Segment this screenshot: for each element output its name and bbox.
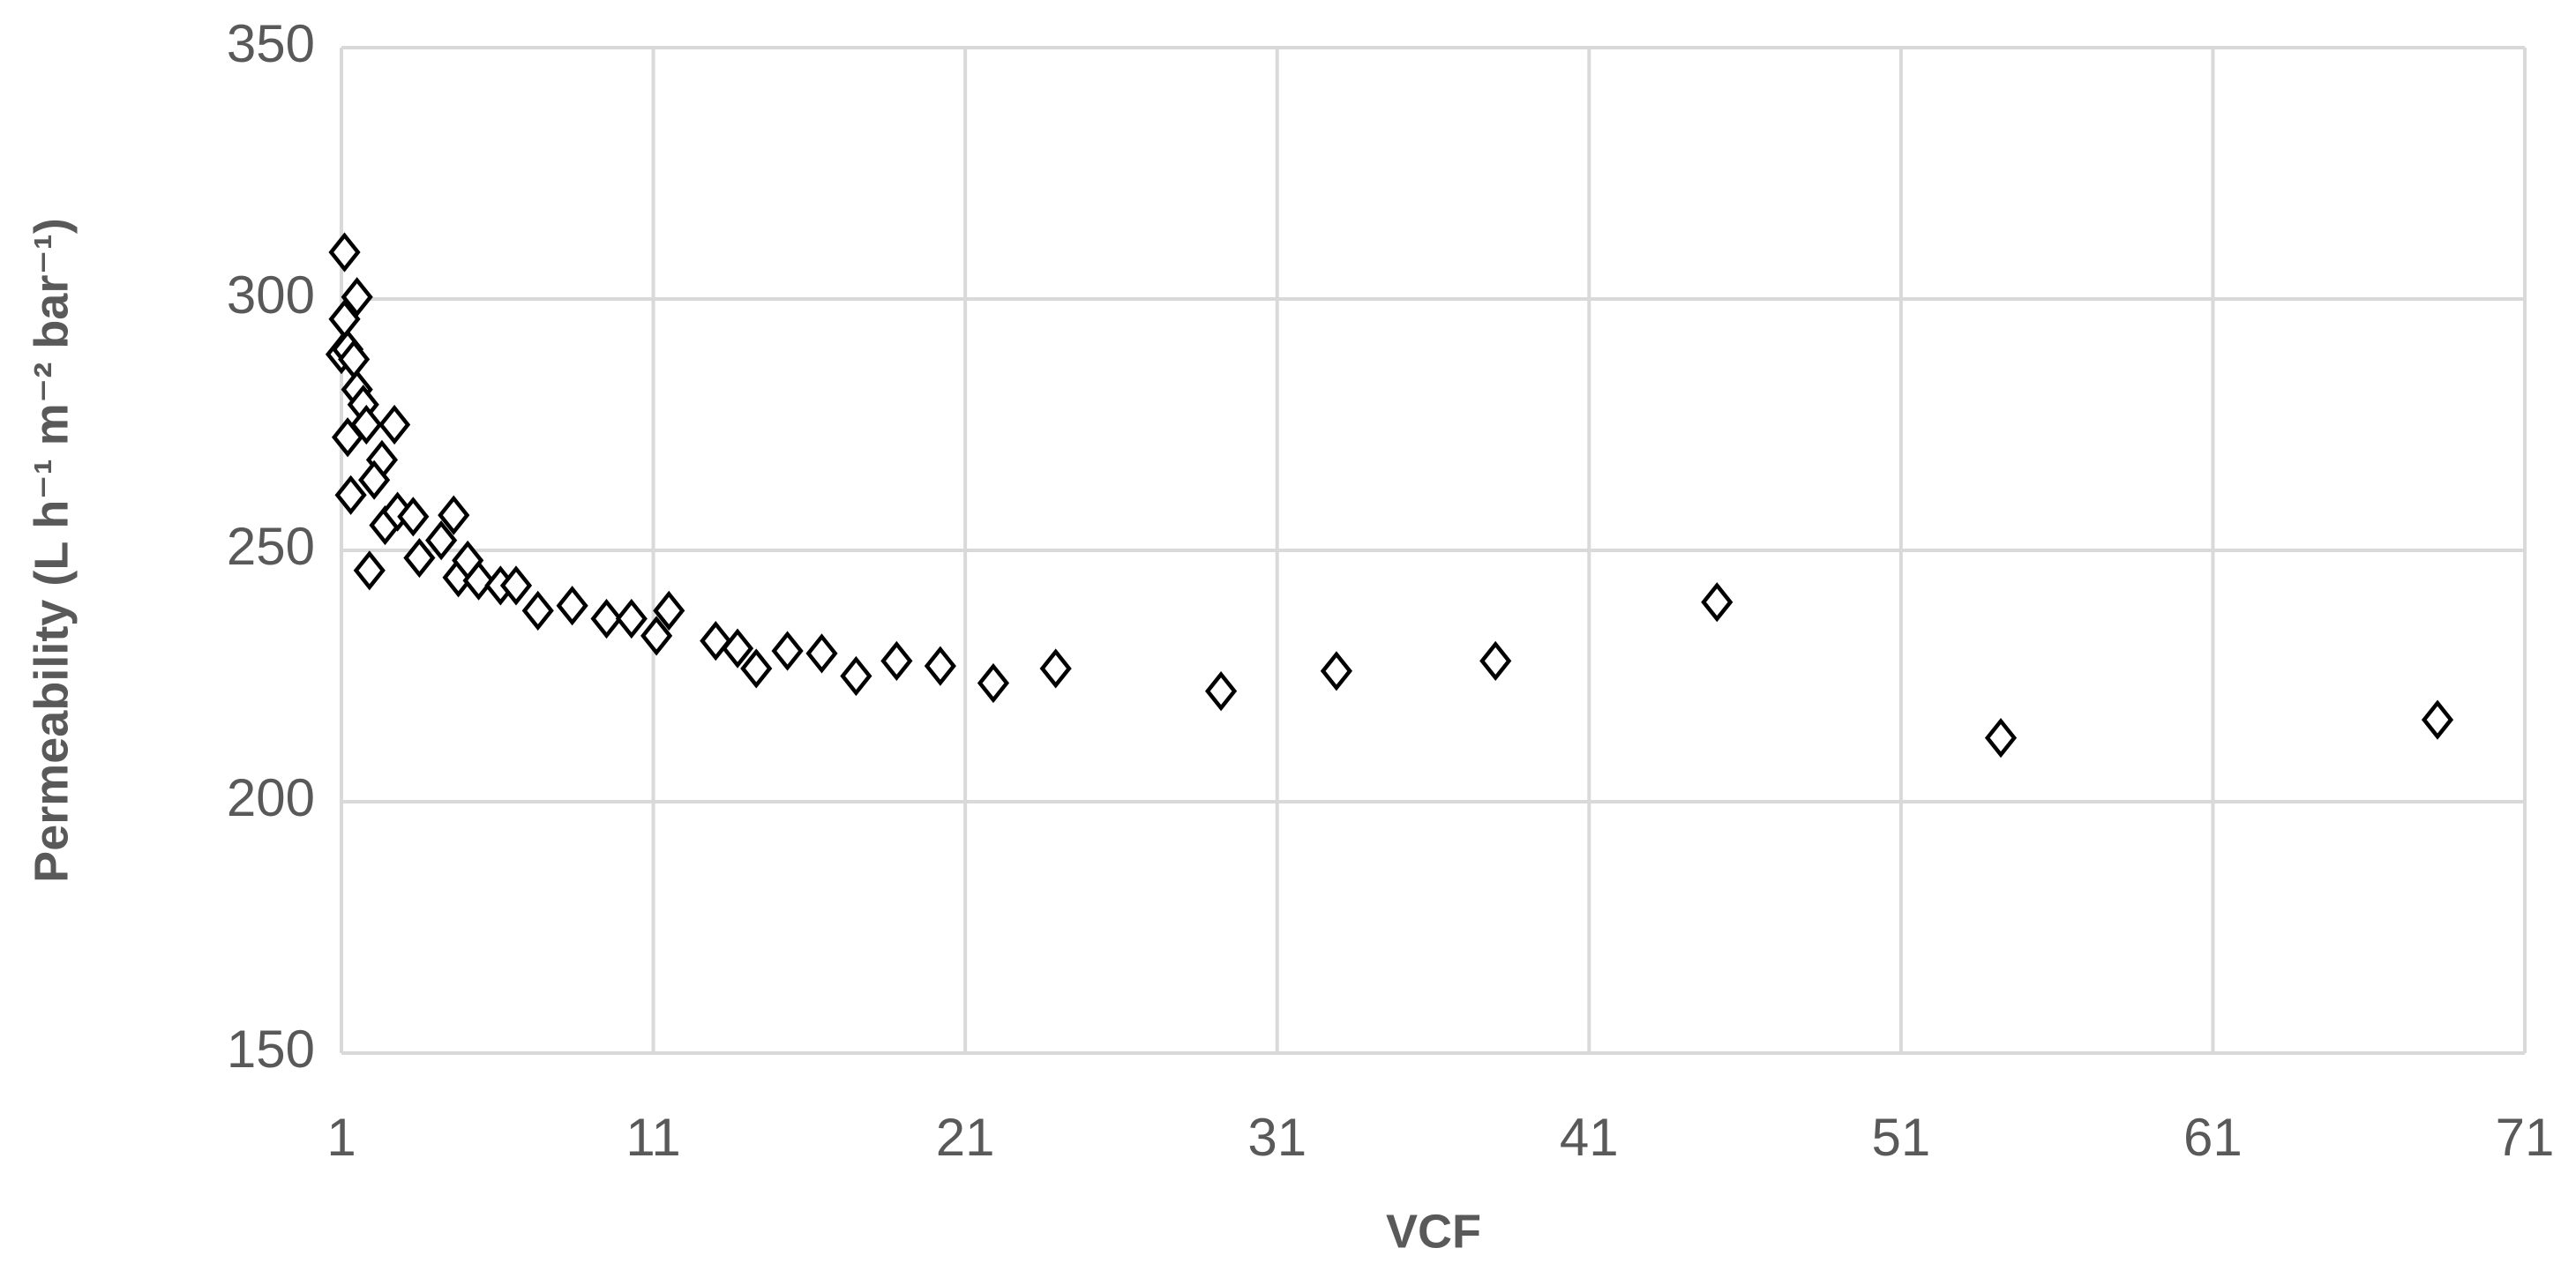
data-point xyxy=(521,590,554,632)
data-point xyxy=(425,519,458,561)
data-point xyxy=(353,550,386,591)
data-point xyxy=(880,640,913,682)
y-axis-title: Permeability (L h⁻¹ m⁻² bar⁻¹) xyxy=(25,218,78,883)
data-point xyxy=(1039,648,1072,689)
data-point xyxy=(700,620,732,661)
x-tick-label: 61 xyxy=(2183,1108,2243,1167)
x-tick-label: 31 xyxy=(1247,1108,1307,1167)
data-point xyxy=(640,616,673,656)
data-point xyxy=(924,646,956,686)
data-point xyxy=(556,586,588,626)
data-point xyxy=(397,497,430,537)
data-point xyxy=(1320,651,1352,691)
y-tick-label: 150 xyxy=(227,1020,315,1079)
data-point xyxy=(1204,670,1238,712)
x-tick-label: 11 xyxy=(625,1108,680,1167)
data-point xyxy=(378,404,411,445)
data-point xyxy=(438,495,470,535)
x-tick-label: 21 xyxy=(936,1108,995,1167)
data-point xyxy=(403,537,436,579)
y-tick-label: 300 xyxy=(227,265,315,325)
data-point xyxy=(1984,718,2018,759)
x-tick-label: 41 xyxy=(1560,1108,1619,1167)
data-point xyxy=(334,475,367,515)
data-point xyxy=(771,631,804,671)
data-point xyxy=(1701,582,1734,623)
y-tick-label: 200 xyxy=(227,768,315,827)
data-point xyxy=(328,232,361,273)
x-axis-title: VCF xyxy=(1386,1205,1481,1258)
data-point xyxy=(341,277,373,318)
data-point xyxy=(721,628,754,669)
data-point xyxy=(499,565,533,606)
data-point xyxy=(840,655,872,697)
data-point xyxy=(590,598,623,639)
data-point xyxy=(977,662,1010,704)
data-point xyxy=(805,633,838,674)
x-tick-label: 1 xyxy=(326,1108,356,1167)
data-point xyxy=(1479,640,1512,682)
data-point xyxy=(331,417,364,458)
data-point xyxy=(358,460,391,500)
x-tick-label: 71 xyxy=(2496,1108,2555,1167)
data-point xyxy=(615,598,648,639)
data-point xyxy=(462,560,495,601)
data-point xyxy=(2421,699,2454,740)
data-point xyxy=(653,590,685,632)
x-tick-label: 51 xyxy=(1871,1108,1930,1167)
y-tick-label: 350 xyxy=(227,14,315,73)
y-tick-label: 250 xyxy=(227,517,315,576)
data-point xyxy=(740,648,773,689)
